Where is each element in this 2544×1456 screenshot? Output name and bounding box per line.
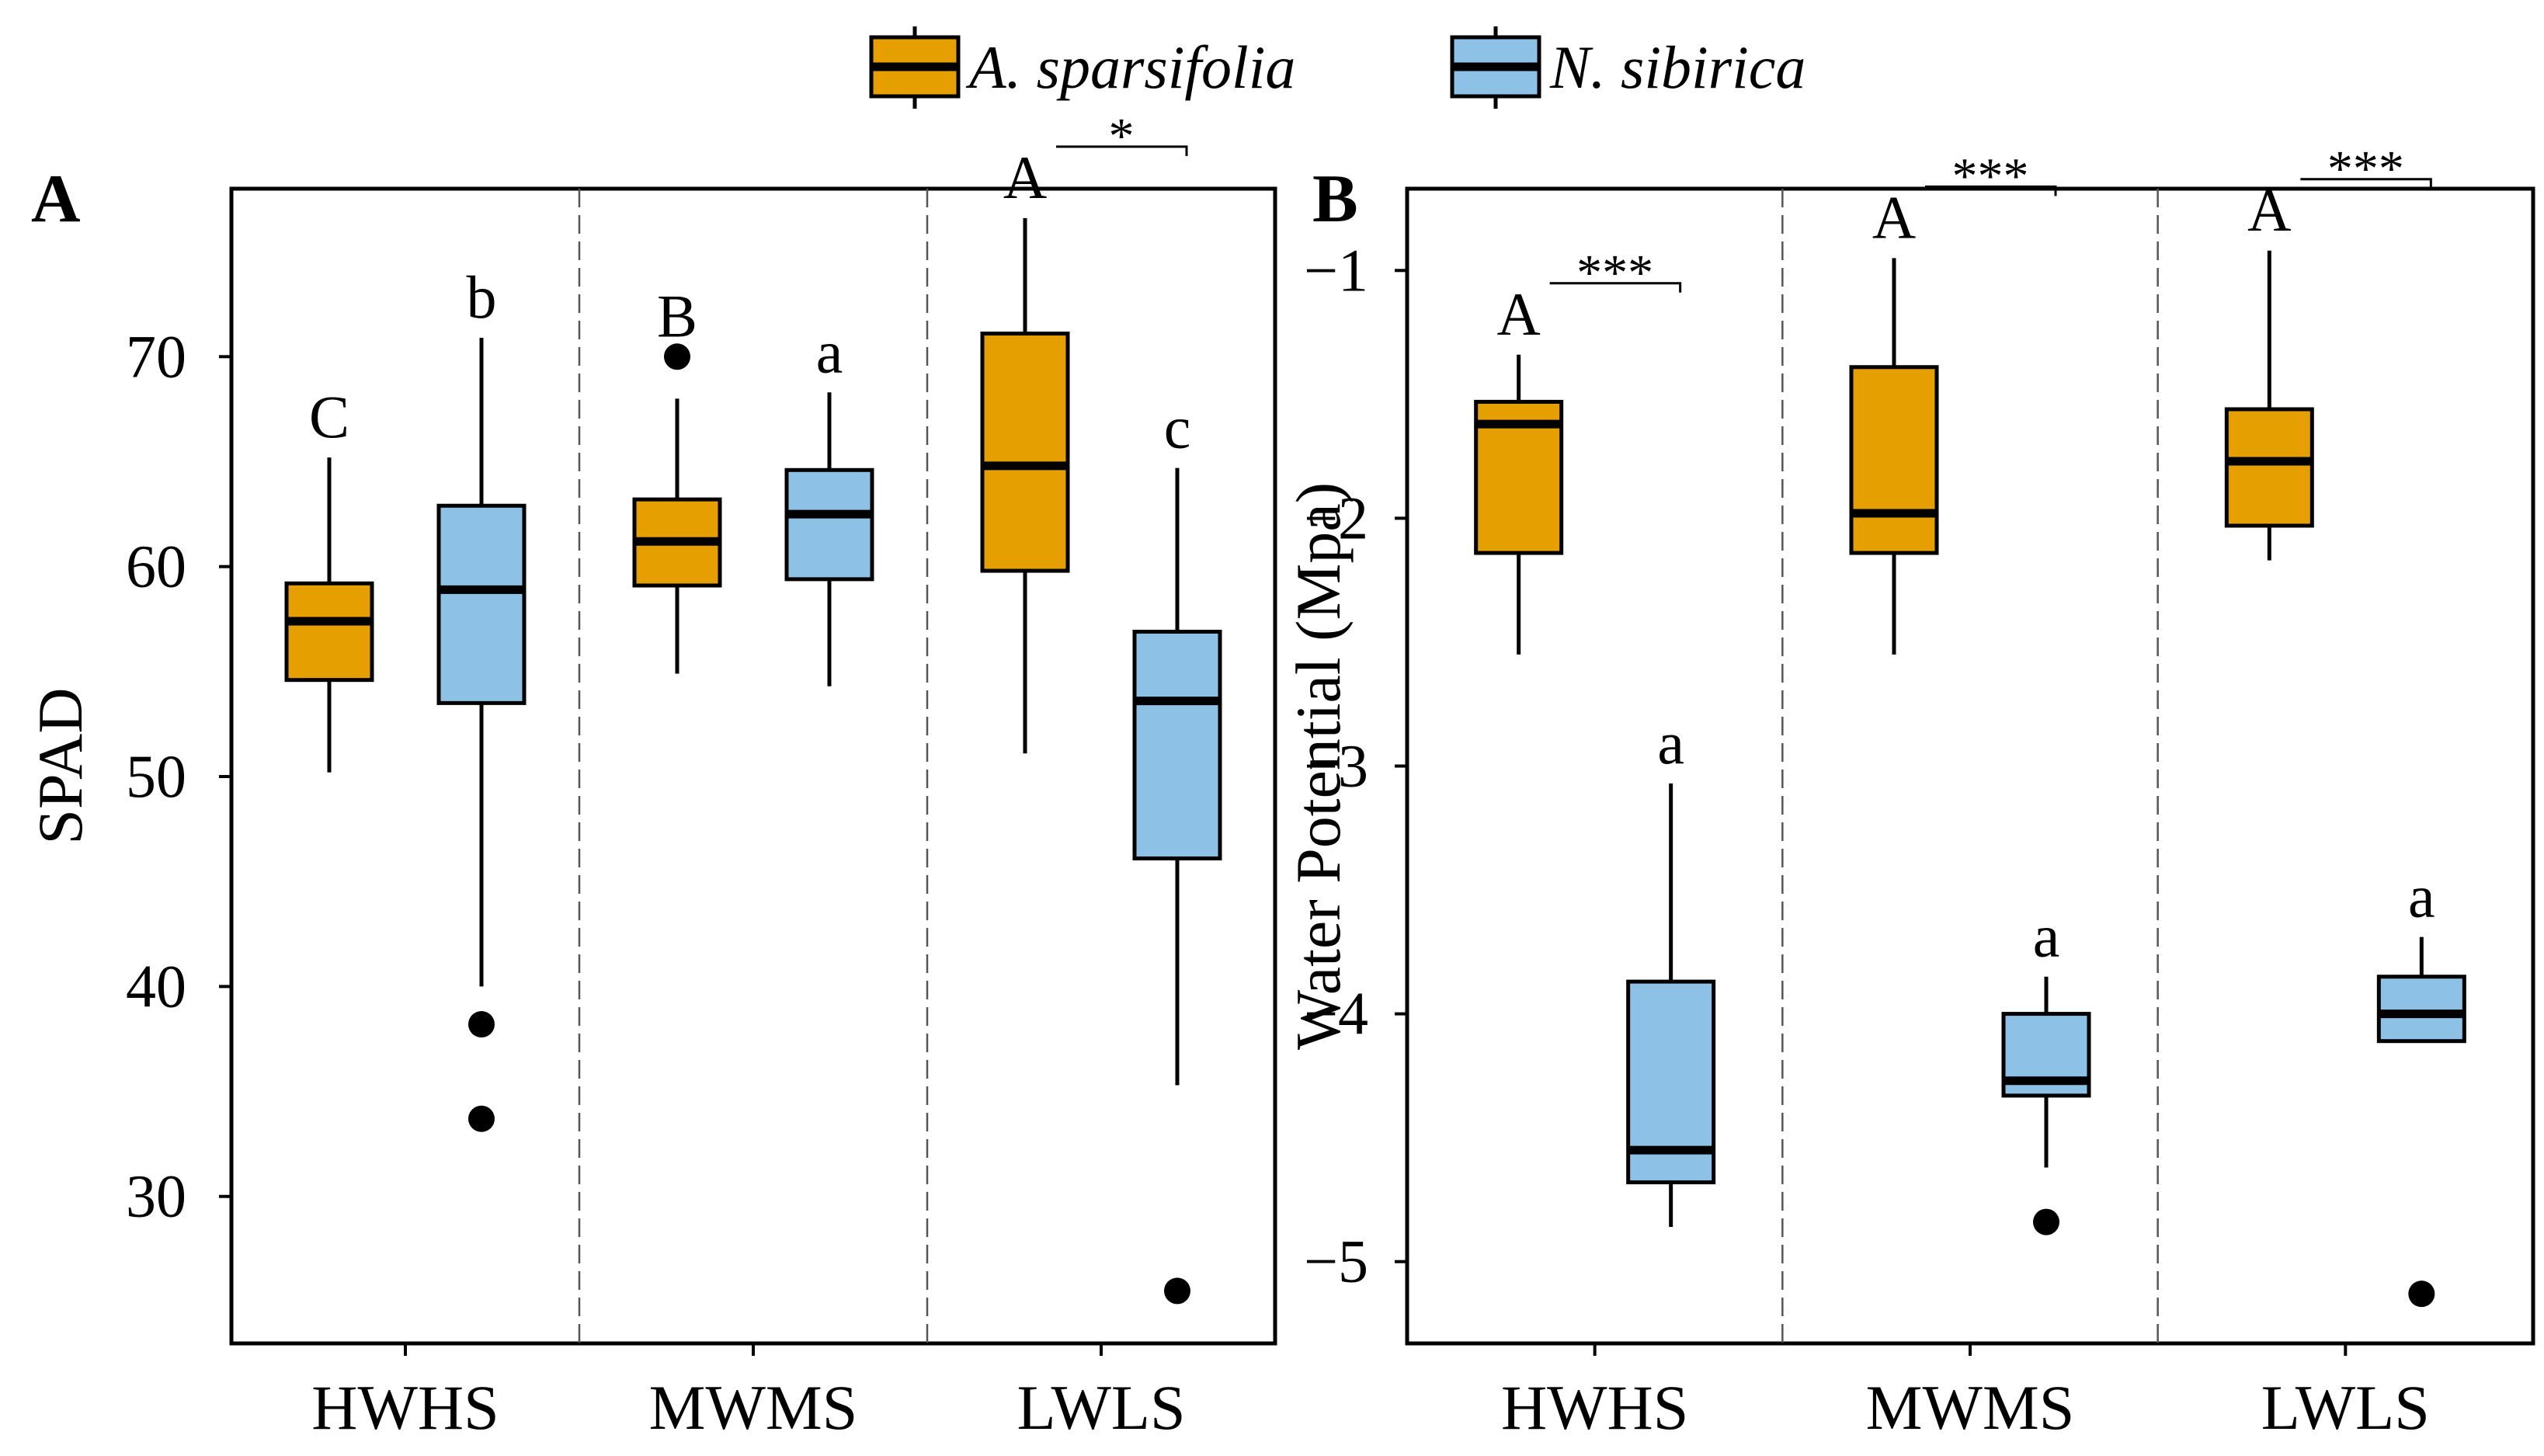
box-a-sparsifolia-hwhs: C [284,383,374,773]
y-tick-label: 50 [126,742,186,810]
y-tick-label: 40 [126,952,186,1020]
iqr-box [980,332,1070,573]
box-n-sibirica-lwls: c [1132,394,1222,1305]
significance-stars: *** [1576,245,1653,301]
significance-letter: A [1003,144,1047,211]
panel-a-spad: A 30 40 50 60 70 SPAD HWHS MWMS LWLS C B Ab a c * [25,108,1277,1443]
significance-stars: * [1109,108,1135,165]
iqr-box [784,467,874,582]
legend: A. sparsifolia N. sibirica [869,26,1805,109]
iqr-box [1849,365,1939,555]
significance-letter: a [816,318,843,385]
significance-stars: *** [2327,141,2404,197]
y-tick-label: 30 [126,1162,186,1230]
significance-letter: a [2033,902,2060,970]
x-tick-label-hwhs: HWHS [1501,1372,1688,1443]
legend-label: A. sparsifolia [965,33,1295,101]
x-tick-label-lwls: LWLS [1017,1372,1185,1443]
significance-letter: a [1657,709,1684,777]
iqr-box [284,581,374,683]
x-tick-label-lwls: LWLS [2261,1372,2430,1443]
y-tick-label: −1 [1304,236,1368,304]
significance-letter: B [657,282,697,349]
significance-bracket-lwls: * [1056,108,1188,165]
y-tick-label: −3 [1304,732,1368,800]
box-n-sibirica-mwms: a [2001,902,2091,1235]
outlier-point [2033,1208,2059,1235]
bracket-line [1925,185,2057,196]
box-a-sparsifolia-mwms: A [1849,183,1939,655]
outlier-point [468,1011,495,1038]
iqr-box [2376,975,2466,1044]
y-tick-label: −2 [1304,484,1368,551]
significance-letter: C [309,383,349,450]
panel-label: B [1312,162,1358,237]
significance-letter: a [2408,863,2435,930]
plot-frame [229,186,1277,1346]
significance-bracket-mwms: *** [1925,148,2057,204]
outlier-point [664,343,690,370]
y-axis-title: Water Potential (Mpa) [1283,482,1354,1050]
plot-frame [1405,186,2535,1346]
box-a-sparsifolia-mwms: B [632,282,722,674]
significance-stars: *** [1952,148,2029,204]
outlier-point [2408,1281,2435,1308]
y-tick-label: 70 [126,322,186,390]
significance-letter: A [2247,176,2291,244]
legend-item-n-sibirica: N. sibirica [1450,26,1805,109]
iqr-box [2224,407,2314,528]
y-tick-label: −5 [1304,1228,1368,1295]
box-n-sibirica-hwhs: a [1626,709,1716,1228]
bracket-line [1549,282,1682,293]
significance-letter: A [1496,280,1540,348]
box-a-sparsifolia-hwhs: A [1474,280,1564,655]
box-n-sibirica-mwms: a [784,318,874,686]
x-tick-label-hwhs: HWHS [311,1372,499,1443]
y-tick-label: −4 [1304,980,1368,1048]
bracket-line [2300,178,2432,189]
bracket-line [1056,145,1188,156]
significance-bracket-lwls: *** [2300,141,2432,197]
outlier-point [468,1105,495,1132]
x-tick-label-mwms: MWMS [649,1372,858,1443]
box-a-sparsifolia-lwls: A [980,144,1070,754]
box-n-sibirica-lwls: a [2376,863,2466,1308]
panel-b-water-potential: B −5 −4 −3 −2 −1 Water Potential (Mpa) HWHS MWMS… [1283,141,2535,1443]
y-tick-label: 60 [126,533,186,600]
significance-bracket-hwhs: *** [1549,245,1682,301]
legend-label: N. sibirica [1549,33,1805,101]
outlier-point [1164,1277,1190,1305]
significance-letter: b [467,263,497,331]
y-axis-title: SPAD [25,687,96,844]
legend-item-a-sparsifolia: A. sparsifolia [869,26,1295,109]
iqr-box [436,503,527,705]
x-tick-label-mwms: MWMS [1866,1372,2075,1443]
box-n-sibirica-hwhs: b [436,263,527,1132]
panel-label: A [31,162,81,237]
iqr-box [1132,629,1222,860]
significance-letter: A [1872,183,1916,251]
significance-letter: c [1164,394,1191,461]
box-a-sparsifolia-lwls: A [2224,176,2314,561]
